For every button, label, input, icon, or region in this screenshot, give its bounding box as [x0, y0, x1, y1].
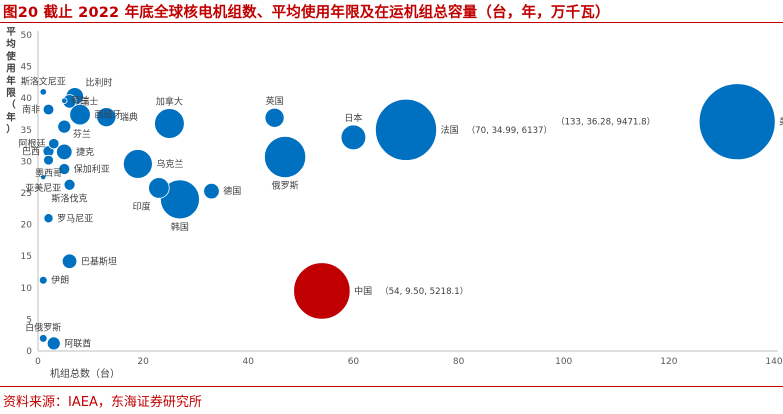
figure-title: 图20 截止 2022 年底全球核电机组数、平均使用年限及在运机组总容量（台，年… — [3, 5, 610, 21]
x-tick-label: 80 — [453, 357, 465, 367]
bubble-加拿大 — [154, 108, 185, 139]
bubble-斯洛文尼亚 — [39, 88, 47, 96]
data-label-英国: 英国 — [266, 95, 284, 107]
x-axis-label: 机组总数（台） — [50, 367, 120, 380]
y-tick-label: 25 — [21, 189, 32, 199]
bubble-保加利亚 — [58, 163, 71, 175]
y-tick-label: 40 — [21, 94, 33, 104]
x-tick-label: 20 — [137, 357, 149, 367]
y-tick-label: 20 — [21, 221, 33, 231]
y-tick-label: 15 — [21, 252, 32, 262]
data-label-美国: 美国 — [779, 116, 783, 128]
bubble-俄罗斯 — [264, 135, 307, 179]
x-tick-label: 0 — [35, 357, 41, 367]
y-tick-label: 35 — [21, 126, 32, 136]
y-tick-label: 30 — [21, 157, 33, 167]
data-annotation-法国: （70, 34.99, 6137） — [467, 125, 553, 136]
data-label-罗马尼亚: 罗马尼亚 — [57, 213, 93, 224]
bubble-阿根廷 — [48, 138, 60, 150]
x-tick-label: 40 — [243, 357, 255, 367]
source-divider — [0, 386, 783, 387]
bubble-乌克兰 — [122, 149, 153, 179]
data-label-法国: 法国 — [441, 124, 459, 136]
data-label-荷兰: 荷兰 — [71, 95, 89, 107]
data-label-日本: 日本 — [344, 112, 362, 124]
x-tick-label: 100 — [555, 357, 572, 367]
data-label-俄罗斯: 俄罗斯 — [272, 180, 299, 192]
data-label-瑞典: 瑞典 — [120, 111, 138, 123]
bubble-墨西哥 — [43, 154, 54, 166]
bubble-捷克 — [56, 143, 73, 161]
title-divider — [0, 22, 783, 23]
bubble-法国 — [375, 98, 437, 161]
data-label-斯洛伐克: 斯洛伐克 — [52, 192, 88, 204]
bubble-印度 — [148, 177, 170, 199]
data-label-斯洛文尼亚: 斯洛文尼亚 — [21, 76, 66, 88]
bubble-瑞典 — [96, 107, 117, 128]
bubble-白俄罗斯 — [38, 334, 48, 343]
bubble-南非 — [42, 103, 55, 116]
y-tick-label: 0 — [26, 347, 32, 357]
data-label-伊朗: 伊朗 — [51, 274, 69, 286]
x-tick-label: 120 — [660, 357, 677, 367]
bubble-英国 — [264, 107, 285, 128]
bubble-德国 — [203, 182, 220, 200]
data-label-捷克: 捷克 — [76, 146, 94, 158]
y-tick-label: 45 — [21, 63, 32, 73]
bubble-芬兰 — [57, 119, 72, 134]
data-label-阿联酋: 阿联酋 — [64, 337, 91, 349]
data-label-墨西哥: 墨西哥 — [35, 168, 62, 179]
data-annotation-中国: （54, 9.50, 5218.1） — [380, 286, 468, 297]
bubble-巴基斯坦 — [61, 253, 78, 269]
data-label-加拿大: 加拿大 — [156, 96, 183, 108]
y-axis-label: 平均使用年限（年） — [5, 27, 16, 136]
bubble-亚美尼亚 — [40, 174, 47, 181]
data-label-乌克兰: 乌克兰 — [156, 158, 183, 170]
data-label-南非: 南非 — [22, 104, 40, 116]
bubble-中国 — [293, 262, 351, 320]
data-label-巴基斯坦: 巴基斯坦 — [81, 255, 117, 267]
data-label-比利时: 比利时 — [86, 77, 113, 89]
data-label-亚美尼亚: 亚美尼亚 — [25, 182, 61, 194]
data-annotation-美国: （133, 36.28, 9471.8） — [556, 117, 655, 128]
y-tick-label: 5 — [26, 315, 32, 325]
bubble-罗马尼亚 — [43, 213, 54, 224]
data-label-德国: 德国 — [223, 185, 241, 197]
figure-title-bar: 图20 截止 2022 年底全球核电机组数、平均使用年限及在运机组总容量（台，年… — [0, 0, 783, 22]
data-label-印度: 印度 — [133, 200, 151, 212]
source-note: 资料来源：IAEA，东海证券研究所 — [3, 395, 202, 410]
bubble-韩国 — [160, 179, 200, 220]
bubble-荷兰 — [61, 97, 68, 104]
x-tick-label: 140 — [765, 357, 782, 367]
bubble-日本 — [340, 124, 367, 151]
bubble-chart: 0 20 40 60 80 100 120 140 0 5 10 15 20 25 30 35 40 45 50 机组… — [5, 27, 783, 380]
data-label-阿根廷: 阿根廷 — [19, 138, 46, 150]
bubble-斯洛伐克 — [63, 178, 76, 191]
bubble-西班牙 — [69, 103, 91, 126]
data-label-西班牙: 西班牙 — [94, 109, 121, 121]
data-label-白俄罗斯: 白俄罗斯 — [25, 321, 61, 333]
y-tick-label: 10 — [21, 284, 33, 294]
data-label-巴西: 巴西 — [22, 146, 40, 157]
data-label-芬兰: 芬兰 — [73, 128, 91, 140]
bubble-美国 — [698, 83, 776, 161]
x-tick-label: 60 — [348, 357, 360, 367]
data-label-保加利亚: 保加利亚 — [74, 163, 110, 175]
bubble-伊朗 — [38, 275, 48, 285]
data-label-韩国: 韩国 — [171, 221, 189, 233]
bubble-阿联酋 — [46, 336, 61, 351]
data-label-中国: 中国 — [354, 285, 372, 297]
data-label-瑞士: 瑞士 — [80, 95, 98, 107]
y-tick-label: 50 — [21, 31, 33, 41]
